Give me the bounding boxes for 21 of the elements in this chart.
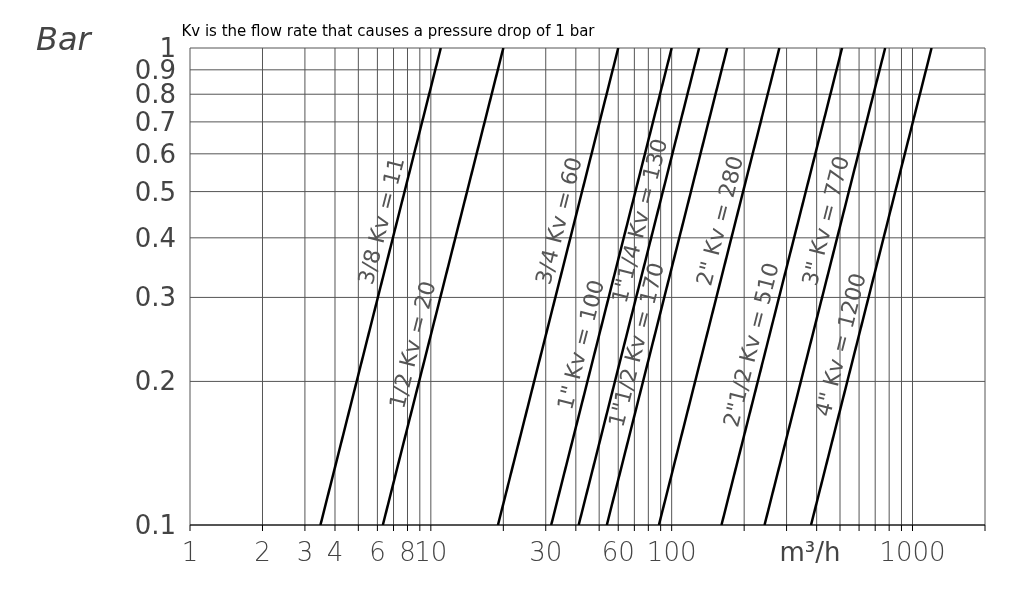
y-tick-label: 0.2 (134, 366, 176, 397)
x-tick-label: 1000 (879, 537, 946, 567)
x-axis-title: m³/h (779, 537, 841, 567)
y-tick-label: 0.1 (134, 510, 176, 540)
x-tick-label: 4 (326, 537, 344, 567)
x-tick-label: 10 (414, 537, 448, 567)
x-tick-label: 6 (369, 537, 386, 567)
y-tick-label: 0.4 (134, 222, 176, 253)
x-tick-label: 60 (601, 537, 635, 567)
x-tick-label: 3 (296, 537, 314, 567)
x-tick-label: 8 (399, 537, 416, 567)
x-tick-label: 1 (181, 537, 199, 567)
y-tick-label: 0.3 (134, 282, 176, 313)
chart-title: Kv is the flow rate that causes a pressure drop of 1 bar (181, 22, 596, 40)
y-axis-title: Bar (36, 20, 93, 58)
x-tick-label: 2 (254, 537, 271, 567)
x-tick-label: 100 (646, 537, 697, 567)
text: 3/8 Kv = 11 (353, 154, 410, 287)
y-tick-label: 0.6 (134, 138, 176, 169)
y-tick-label: 0.5 (134, 176, 176, 207)
x-tick-label: 30 (529, 537, 563, 567)
